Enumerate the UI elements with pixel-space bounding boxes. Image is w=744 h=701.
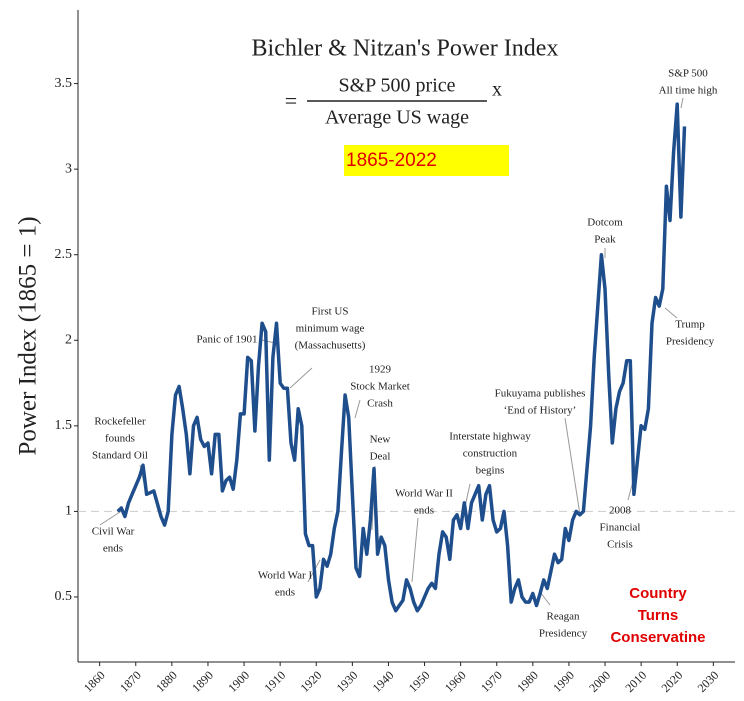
side-note: Turns <box>638 607 679 624</box>
y-tick-label: 1 <box>65 504 72 519</box>
annotation: Peak <box>594 234 616 246</box>
annotation: All time high <box>659 85 718 97</box>
annotation: Crash <box>367 398 393 410</box>
annotation: Standard Oil <box>92 450 148 462</box>
y-tick-label: 2 <box>65 332 72 347</box>
annotation-leader <box>564 417 581 516</box>
annotation: Dotcom <box>587 217 623 229</box>
y-tick-label: 3 <box>65 161 72 176</box>
x-tick-label: 1980 <box>514 668 541 695</box>
x-tick-label: 1890 <box>189 668 216 695</box>
annotation: S&P 500 <box>668 68 708 80</box>
formula-numerator: S&P 500 price <box>338 75 455 97</box>
annotation: Stock Market <box>350 381 410 393</box>
annotation: minimum wage <box>296 323 365 335</box>
annotation: Presidency <box>539 628 588 640</box>
y-tick-label: 2.5 <box>55 247 73 262</box>
x-tick-label: 2020 <box>658 668 685 695</box>
annotation-leader <box>289 367 313 389</box>
annotation: Presidency <box>666 336 715 348</box>
annotation-leader <box>664 307 678 319</box>
y-tick-label: 3.5 <box>55 76 73 91</box>
annotation-leader <box>99 509 124 526</box>
x-tick-label: 1960 <box>442 668 469 695</box>
x-tick-label: 1970 <box>478 668 505 695</box>
annotation-leader <box>680 97 684 109</box>
x-tick-label: 1870 <box>117 668 144 695</box>
x-tick-label: 2030 <box>695 668 722 695</box>
annotation: First US <box>312 306 349 318</box>
annotation: founds <box>105 433 135 445</box>
annotation: Fukuyama publishes <box>495 388 586 400</box>
chart-title: Bichler & Nitzan's Power Index <box>252 36 559 62</box>
annotation: (Massachusetts) <box>295 340 366 352</box>
x-tick-label: 1990 <box>550 668 577 695</box>
annotation: Civil War <box>92 526 135 538</box>
x-tick-label: 1920 <box>297 668 324 695</box>
annotation: ends <box>414 505 434 517</box>
x-tick-label: 1950 <box>406 668 433 695</box>
annotation: Financial <box>600 522 641 534</box>
x-tick-label: 1940 <box>370 668 397 695</box>
x-tick-label: 1860 <box>81 668 108 695</box>
x-tick-label: 1880 <box>153 668 180 695</box>
annotation: 2008 <box>609 505 632 517</box>
side-note: Conservatine <box>610 629 705 646</box>
annotation: Interstate highway <box>449 431 531 443</box>
annotation: Rockefeller <box>94 416 146 428</box>
annotation: Crisis <box>607 539 633 551</box>
formula-equals: = <box>285 88 297 113</box>
annotation: Panic of 1901 <box>196 334 257 346</box>
annotation: Trump <box>675 319 705 331</box>
period: 1865-2022 <box>346 150 437 171</box>
annotation: ends <box>103 543 123 555</box>
x-tick-label: 2000 <box>586 668 613 695</box>
x-tick-label: 1930 <box>334 668 361 695</box>
y-tick-label: 0.5 <box>55 589 73 604</box>
annotation-leader <box>354 399 361 419</box>
annotation: World War I <box>258 570 313 582</box>
y-axis-label: Power Index (1865 = 1) <box>15 216 42 455</box>
annotation: Deal <box>370 451 391 463</box>
annotation: ‘End of History’ <box>504 405 577 417</box>
annotation: ends <box>275 587 295 599</box>
annotation: Reagan <box>547 611 580 623</box>
annotation-leader <box>411 517 419 583</box>
annotation: 1929 <box>369 364 392 376</box>
period-box <box>344 145 509 176</box>
x-tick-label: 2010 <box>622 668 649 695</box>
annotation: New <box>370 434 391 446</box>
formula-multiplier: x <box>492 79 502 101</box>
formula-denominator: Average US wage <box>325 107 469 129</box>
annotation: construction <box>463 448 518 460</box>
annotation: World War II <box>395 488 453 500</box>
side-note: Country <box>629 585 687 602</box>
series-line <box>116 102 687 613</box>
annotation: begins <box>476 465 505 477</box>
x-tick-label: 1900 <box>225 668 252 695</box>
y-tick-label: 1.5 <box>55 418 73 433</box>
x-tick-label: 1910 <box>261 668 288 695</box>
